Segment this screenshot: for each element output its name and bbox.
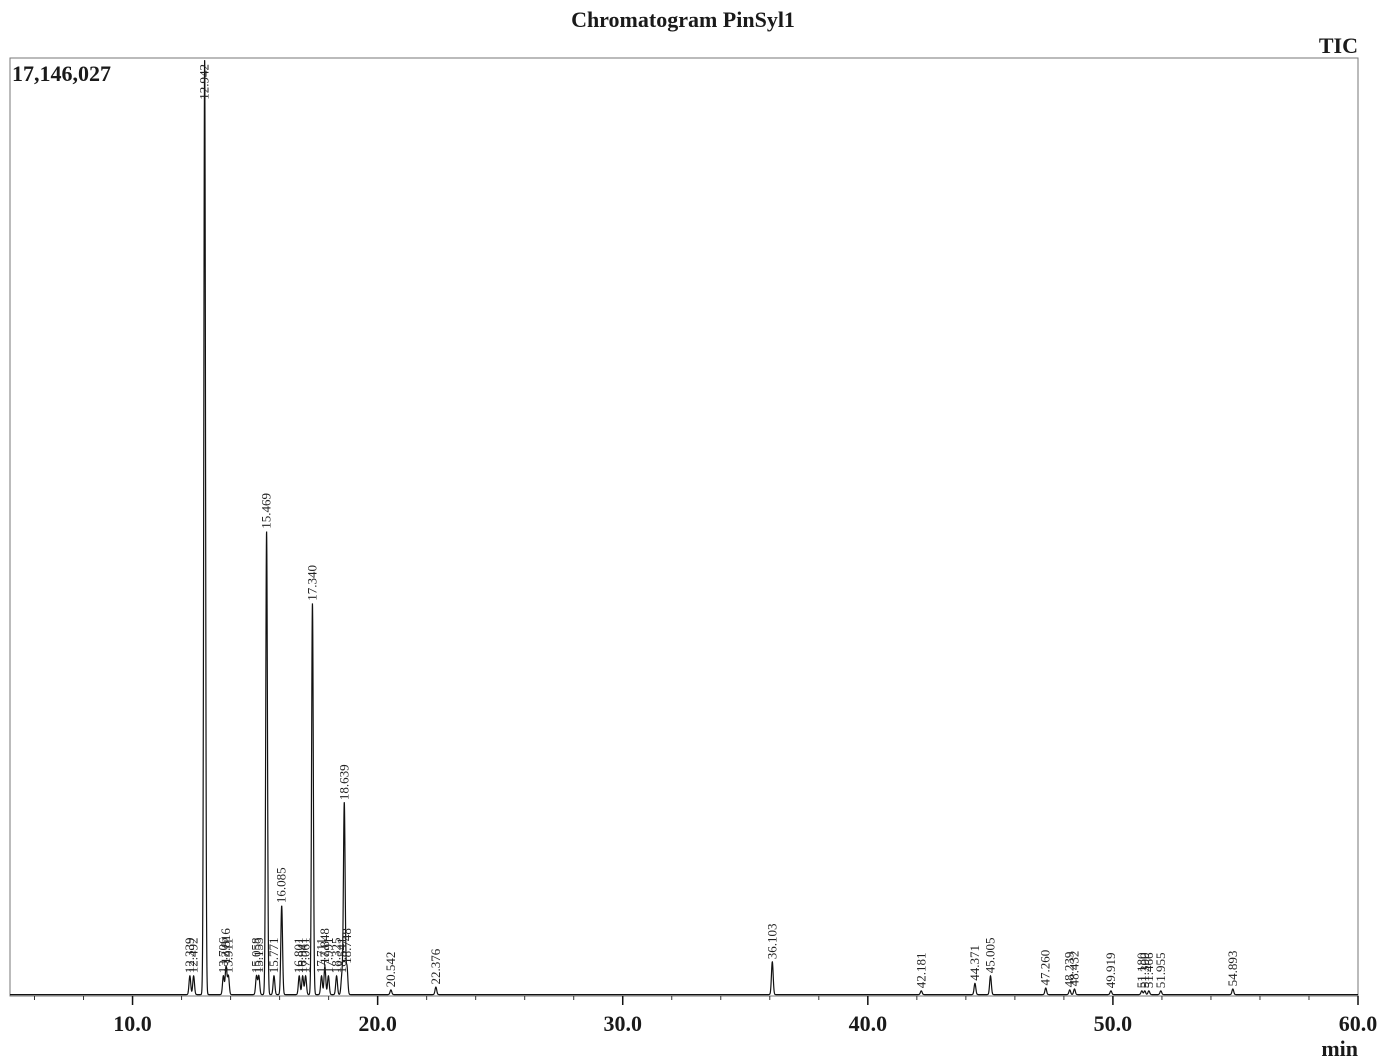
trace-label: TIC <box>1319 33 1358 58</box>
x-minor-ticks <box>34 996 1310 1000</box>
chart-title: Chromatogram PinSyl1 <box>571 7 795 32</box>
peak-label: 17.061 <box>298 938 313 974</box>
peak-label: 18.541 <box>334 938 349 974</box>
peak-label: 15.771 <box>266 938 281 974</box>
x-tick-label: 20.0 <box>358 1011 397 1036</box>
x-axis-unit: min <box>1321 1036 1358 1061</box>
peak-label: 17.711 <box>314 938 329 973</box>
peak-label: 15.058 <box>249 938 264 974</box>
peak-label: 16.801 <box>291 938 306 974</box>
peak-label: 20.542 <box>383 952 398 988</box>
peak-label: 17.991 <box>320 938 335 974</box>
tic-trace <box>10 60 1358 996</box>
peak-label: 36.103 <box>764 923 779 959</box>
x-tick-label: 60.0 <box>1339 1011 1378 1036</box>
peak-label: 42.181 <box>913 953 928 989</box>
peak-label: 51.180 <box>1134 953 1149 989</box>
peak-label: 16.085 <box>274 867 289 903</box>
peak-label: 48.239 <box>1062 952 1077 988</box>
x-tick-label: 40.0 <box>849 1011 888 1036</box>
peak-label: 13.816 <box>218 928 233 964</box>
peak-label: 18.748 <box>339 928 354 964</box>
y-max-label: 17,146,027 <box>12 61 111 86</box>
peak-label: 12.492 <box>186 938 201 974</box>
x-tick-labels: 10.0 20.0 30.0 40.0 50.0 60.0 <box>113 1011 1377 1036</box>
peak-label: 12.942 <box>197 64 212 100</box>
peak-label: 22.376 <box>428 948 443 984</box>
peak-label: 17.848 <box>317 928 332 964</box>
peak-label: 47.260 <box>1038 950 1053 986</box>
peak-label: 49.919 <box>1103 953 1118 989</box>
peak-label: 15.153 <box>251 938 266 974</box>
plot-frame <box>9 57 1359 997</box>
peak-label: 51.466 <box>1141 952 1156 988</box>
peak-label: 12.339 <box>182 938 197 974</box>
peak-label: 18.639 <box>336 764 351 800</box>
peak-label: 16.941 <box>295 938 310 974</box>
peak-label: 13.706 <box>215 937 230 973</box>
peak-label: 48.432 <box>1066 951 1081 987</box>
peak-label: 51.300 <box>1137 953 1152 989</box>
peak-label: 54.893 <box>1225 951 1240 987</box>
x-tick-label: 30.0 <box>603 1011 642 1036</box>
peak-label: 15.469 <box>259 493 274 529</box>
peak-label: 13.911 <box>220 938 235 973</box>
peak-label: 18.325 <box>329 938 344 974</box>
x-major-ticks <box>131 996 1359 1005</box>
x-tick-label: 50.0 <box>1094 1011 1133 1036</box>
peak-label: 51.955 <box>1153 953 1168 989</box>
x-tick-label: 10.0 <box>113 1011 152 1036</box>
peak-label: 17.340 <box>304 565 319 601</box>
peak-label: 44.371 <box>967 945 982 981</box>
peak-label: 45.005 <box>982 938 997 974</box>
